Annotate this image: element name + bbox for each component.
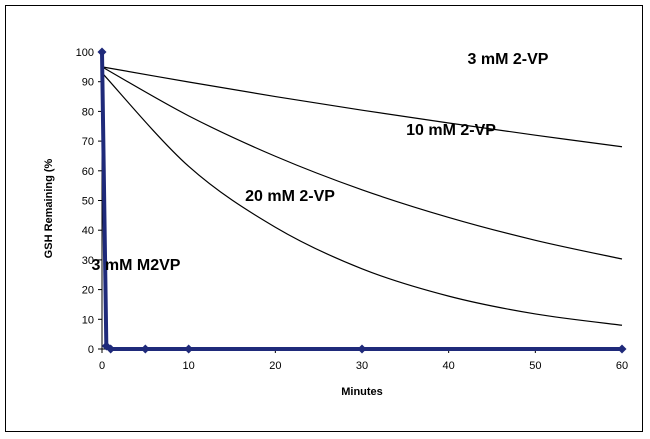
data-point [140,344,150,354]
series-labels: 3 mM 2-VP 10 mM 2-VP 20 mM 2-VP 3 mM M2VP [92,51,549,274]
y-tick-label: 90 [82,77,94,89]
series-line-2 [101,72,623,326]
y-axis-ticks: 0 10 20 30 40 50 60 70 80 90 100 [76,47,102,356]
data-point [184,344,194,354]
x-tick-label: 40 [443,360,455,372]
axes [101,52,622,350]
series-line-3 [100,51,622,351]
x-tick-label: 0 [99,360,105,372]
y-tick-label: 50 [82,196,94,208]
x-tick-label: 10 [183,360,195,372]
data-point [106,344,116,354]
x-axis-title: Minutes [341,386,383,398]
data-point [357,344,367,354]
y-tick-label: 0 [88,344,94,356]
x-tick-label: 30 [356,360,368,372]
series-label: 10 mM 2-VP [406,122,496,139]
data-point [617,344,627,354]
chart-frame: 0 10 20 30 40 50 60 70 80 90 100 0 10 20 30 40 50 60 3 m… [5,5,643,432]
y-tick-label: 10 [82,314,94,326]
y-tick-label: 30 [82,255,94,267]
data-point [97,47,107,57]
series-curves [100,51,623,351]
x-tick-label: 50 [529,360,541,372]
y-tick-label: 80 [82,106,94,118]
series-markers [97,47,627,354]
series-label: 3 mM M2VP [92,257,181,274]
x-axis-ticks: 0 10 20 30 40 50 60 [99,349,628,372]
line-chart: 0 10 20 30 40 50 60 70 80 90 100 0 10 20 30 40 50 60 3 m… [43,47,628,398]
series-label: 20 mM 2-VP [245,188,335,205]
y-axis-title: GSH Remaining (% [43,158,55,258]
y-tick-label: 20 [82,285,94,297]
series-line-1 [101,66,623,260]
y-tick-label: 40 [82,225,94,237]
x-tick-label: 20 [269,360,281,372]
y-tick-label: 60 [82,166,94,178]
y-tick-label: 70 [82,136,94,148]
x-tick-label: 60 [616,360,628,372]
series-line-0 [101,66,623,148]
y-tick-label: 100 [76,47,94,59]
series-label: 3 mM 2-VP [468,51,549,68]
